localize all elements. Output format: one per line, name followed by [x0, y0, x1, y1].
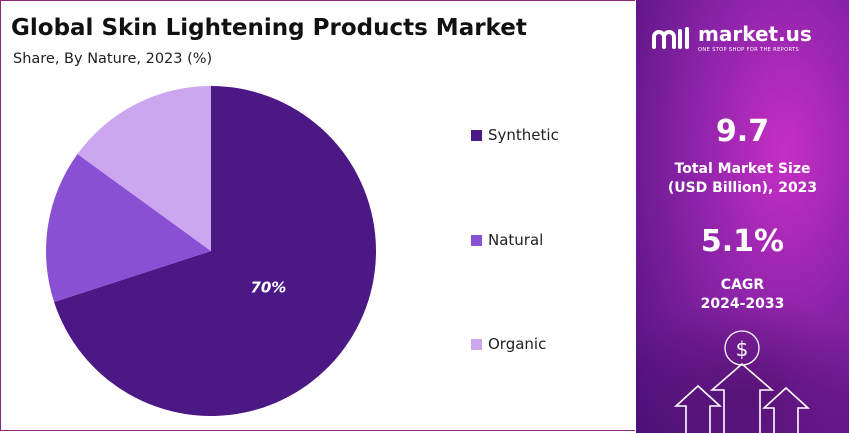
- brand-text: market.us ONE STOP SHOP FOR THE REPORTS: [698, 24, 812, 53]
- brand: market.us ONE STOP SHOP FOR THE REPORTS: [650, 24, 812, 53]
- pie-slice-organic: [77, 86, 211, 251]
- cagr-value: 5.1%: [700, 224, 785, 259]
- pie-data-labels: 70%: [250, 279, 286, 297]
- market-size-value: 9.7: [715, 114, 770, 149]
- legend-label-natural: Natural: [488, 231, 544, 249]
- summary-panel: market.us ONE STOP SHOP FOR THE REPORTS …: [636, 0, 849, 433]
- cagr-label: CAGR: [720, 277, 765, 293]
- cagr-period: 2024-2033: [700, 296, 785, 312]
- legend-label-organic: Organic: [488, 335, 547, 353]
- pie-label-synthetic: 70%: [250, 279, 286, 297]
- brand-tagline: ONE STOP SHOP FOR THE REPORTS: [698, 47, 800, 53]
- market-us-logo-icon: [652, 26, 689, 49]
- dollar-sign-icon: $: [736, 337, 749, 361]
- pie-slice-synthetic: [54, 86, 376, 416]
- legend-item-natural: Natural: [471, 231, 543, 249]
- brand-name: market.us: [698, 22, 812, 46]
- chart-title: Global Skin Lightening Products Market: [11, 15, 527, 41]
- legend-swatch-synthetic: [471, 129, 482, 141]
- market-size-label-2: (USD Billion), 2023: [667, 180, 818, 196]
- legend-swatch-organic: [471, 338, 482, 350]
- legend-label-synthetic: Synthetic: [488, 126, 559, 144]
- legend-item-synthetic: Synthetic: [471, 126, 559, 144]
- market-size-label-1: Total Market Size: [674, 161, 811, 177]
- pie-slice-natural: [46, 154, 211, 302]
- legend-swatch-natural: [471, 234, 482, 246]
- pie-slices: [46, 86, 376, 416]
- up-arrow-left-icon: [673, 384, 723, 433]
- legend-item-organic: Organic: [471, 335, 546, 353]
- up-arrow-icon: [709, 362, 775, 433]
- pie-chart: 70%: [46, 86, 376, 416]
- growth-decoration: $: [673, 330, 811, 433]
- chart-subtitle: Share, By Nature, 2023 (%): [13, 51, 213, 67]
- chart-panel: Global Skin Lightening Products Market S…: [0, 0, 635, 431]
- up-arrow-right-icon: [761, 386, 811, 433]
